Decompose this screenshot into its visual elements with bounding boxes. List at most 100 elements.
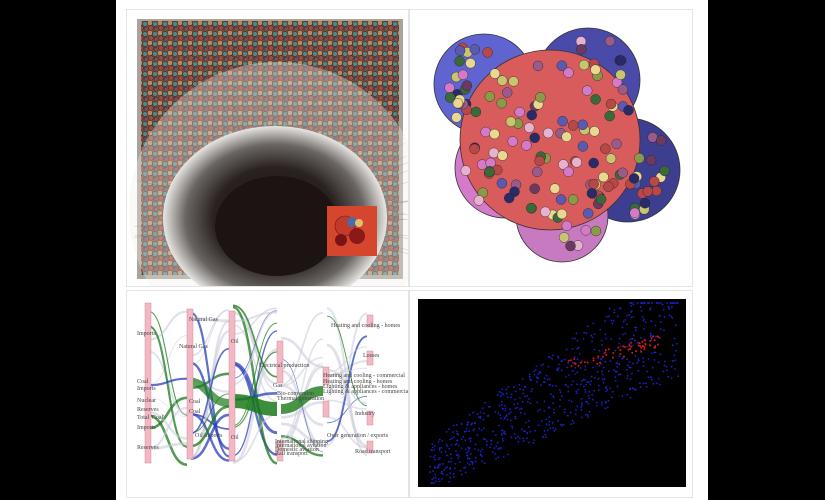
scatter-point	[530, 380, 532, 382]
scatter-point	[630, 397, 632, 399]
scatter-point	[455, 450, 457, 452]
member-dot	[649, 176, 659, 186]
member-dot	[455, 46, 465, 56]
scatter-point	[435, 474, 437, 476]
scatter-point	[502, 408, 504, 410]
scatter-point-highlight	[568, 360, 570, 362]
scatter-point	[511, 394, 513, 396]
scatter-point	[480, 416, 482, 418]
scatter-point	[497, 394, 499, 396]
scatter-point	[603, 382, 605, 384]
scatter-point	[477, 434, 479, 436]
member-dot	[640, 198, 650, 208]
scatter-point	[521, 408, 523, 410]
scatter-point	[442, 463, 444, 465]
scatter-point	[601, 404, 603, 406]
scatter-point	[608, 315, 610, 317]
member-dot	[557, 209, 567, 219]
scatter-point	[605, 361, 607, 363]
scatter-point	[475, 457, 477, 459]
scatter-point	[578, 389, 580, 391]
scatter-point	[544, 434, 546, 436]
scatter-point	[606, 316, 608, 318]
scatter-point	[503, 456, 505, 458]
scatter-point	[431, 482, 433, 484]
scatter-point	[663, 329, 665, 331]
scatter-point	[672, 360, 674, 362]
scatter-point	[668, 308, 670, 310]
scatter-point	[564, 411, 566, 413]
scatter-point	[446, 454, 448, 456]
scatter-point	[619, 307, 621, 309]
member-dot	[485, 167, 495, 177]
scatter-point	[498, 391, 500, 393]
scatter-point	[544, 430, 546, 432]
sankey-label-right: Industry	[355, 411, 375, 417]
scatter-point	[626, 346, 628, 348]
scatter-point	[655, 352, 657, 354]
scatter-point	[439, 439, 441, 441]
scatter-point-highlight	[653, 347, 655, 349]
scatter-point	[572, 381, 574, 383]
scatter-point-highlight	[578, 365, 580, 367]
scatter-point	[613, 312, 615, 314]
member-dot	[474, 195, 484, 205]
scatter-point	[664, 316, 666, 318]
sankey-node	[323, 401, 329, 417]
scatter-point	[552, 422, 554, 424]
scatter-point	[571, 370, 573, 372]
scatter-point	[581, 402, 583, 404]
scatter-point	[627, 375, 629, 377]
scatter-point	[652, 367, 654, 369]
sankey-node	[277, 341, 283, 383]
scatter-point	[548, 416, 550, 418]
scatter-point	[615, 380, 617, 382]
member-dot	[470, 144, 480, 154]
scatter-point	[502, 430, 504, 432]
scatter-point	[677, 375, 679, 377]
scatter-point-highlight	[604, 352, 606, 354]
scatter-point	[450, 444, 452, 446]
scatter-point	[674, 359, 676, 361]
scatter-point	[660, 328, 662, 330]
scatter-point-highlight	[599, 362, 601, 364]
scatter-point-highlight	[605, 349, 607, 351]
scatter-point	[651, 379, 653, 381]
scatter-point	[529, 431, 531, 433]
member-dot	[656, 136, 666, 146]
scatter-point	[477, 449, 479, 451]
scatter-point	[449, 477, 451, 479]
scatter-point	[539, 371, 541, 373]
scatter-point	[458, 445, 460, 447]
member-dot	[559, 232, 569, 242]
scatter-point-highlight	[654, 339, 656, 341]
scatter-point	[536, 402, 538, 404]
member-dot	[557, 61, 567, 71]
scatter-point	[640, 337, 642, 339]
scatter-point	[529, 376, 531, 378]
member-dot	[572, 157, 582, 167]
scatter-point	[612, 391, 614, 393]
scatter-point	[531, 388, 533, 390]
scatter-point	[455, 463, 457, 465]
scatter-point	[515, 416, 517, 418]
scatter-point	[465, 472, 467, 474]
scatter-point	[588, 391, 590, 393]
scatter-point	[669, 314, 671, 316]
scatter-point	[621, 358, 623, 360]
scatter-point	[635, 330, 637, 332]
scatter-point	[552, 355, 554, 357]
member-dot	[562, 221, 572, 231]
scatter-point	[434, 459, 436, 461]
member-dot	[599, 172, 609, 182]
scatter-point	[461, 474, 463, 476]
scatter-point	[473, 430, 475, 432]
member-dot	[596, 194, 606, 204]
scatter-point	[576, 340, 578, 342]
scatter-point	[545, 436, 547, 438]
scatter-point	[558, 367, 560, 369]
scatter-point	[449, 467, 451, 469]
scatter-point-highlight	[602, 356, 604, 358]
scatter-point	[581, 409, 583, 411]
member-dot	[509, 76, 519, 86]
